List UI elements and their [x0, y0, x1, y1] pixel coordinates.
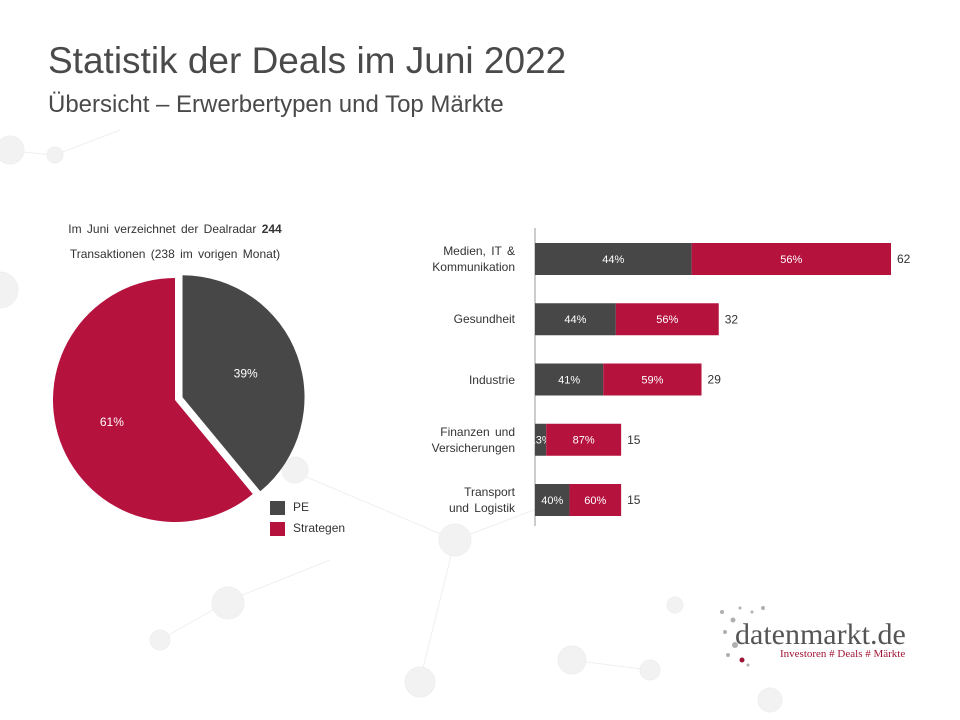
bar-segment — [603, 363, 702, 396]
legend-label: PE — [293, 500, 309, 514]
bar-segment — [691, 243, 891, 275]
bar-value-label: 56% — [656, 314, 678, 326]
note-text: Transaktionen (238 im vorigen Monat) — [69, 247, 281, 261]
bar-total-label: 15 — [627, 493, 641, 507]
legend-label: Strategen — [293, 521, 345, 535]
pie-label: 39% — [234, 367, 258, 381]
category-label: Gesundheit — [453, 312, 515, 327]
bar-value-label: 44% — [602, 254, 624, 266]
logo-name: datenmarkt.de — [735, 618, 906, 651]
bar-segment — [546, 423, 622, 456]
bar-value-label: 60% — [584, 495, 606, 507]
category-label: Medien, IT & Kommunikation — [432, 244, 515, 274]
bar-segment — [615, 303, 719, 336]
logo-dots — [720, 606, 765, 667]
background-network — [0, 129, 783, 713]
legend-swatch — [270, 501, 285, 515]
bar-total-label: 32 — [725, 312, 739, 326]
title: Statistik der Deals im Juni 2022 — [48, 40, 567, 81]
note-text: Im Juni verzeichnet der Dealradar — [68, 222, 257, 236]
bar-value-label: 59% — [641, 374, 663, 386]
bar-segment — [535, 484, 570, 516]
note-number: 244 — [261, 222, 282, 236]
bar-segment — [535, 363, 604, 396]
pie-label: 61% — [100, 415, 124, 429]
bar-total-label: 29 — [708, 373, 722, 387]
bar-value-label: 40% — [541, 495, 563, 507]
logo-tagline: Investoren # Deals # Märkte — [780, 648, 906, 660]
category-label: Transport und Logistik — [448, 485, 515, 515]
bar-segment — [535, 423, 547, 456]
bar-segment — [535, 303, 616, 336]
note-line: Im Juni verzeichnet der Dealradar 244 — [40, 222, 310, 236]
bar-value-label: 41% — [558, 374, 580, 386]
category-label: Industrie — [468, 372, 515, 387]
bar-value-label: 44% — [564, 314, 586, 326]
subtitle: Übersicht – Erwerbertypen und Top Märkte — [48, 91, 504, 118]
bar-total-label: 15 — [627, 433, 641, 447]
legend-swatch — [270, 522, 285, 536]
bar-segment — [535, 243, 692, 275]
bar-total-label: 62 — [897, 252, 911, 266]
pie-slice — [182, 275, 305, 492]
category-label: Finanzen und Versicherungen — [431, 424, 515, 455]
bar-segment — [569, 484, 622, 516]
bar-value-label: 87% — [573, 435, 595, 447]
bar-value-label: 56% — [780, 254, 802, 266]
pie-slice — [52, 278, 253, 522]
